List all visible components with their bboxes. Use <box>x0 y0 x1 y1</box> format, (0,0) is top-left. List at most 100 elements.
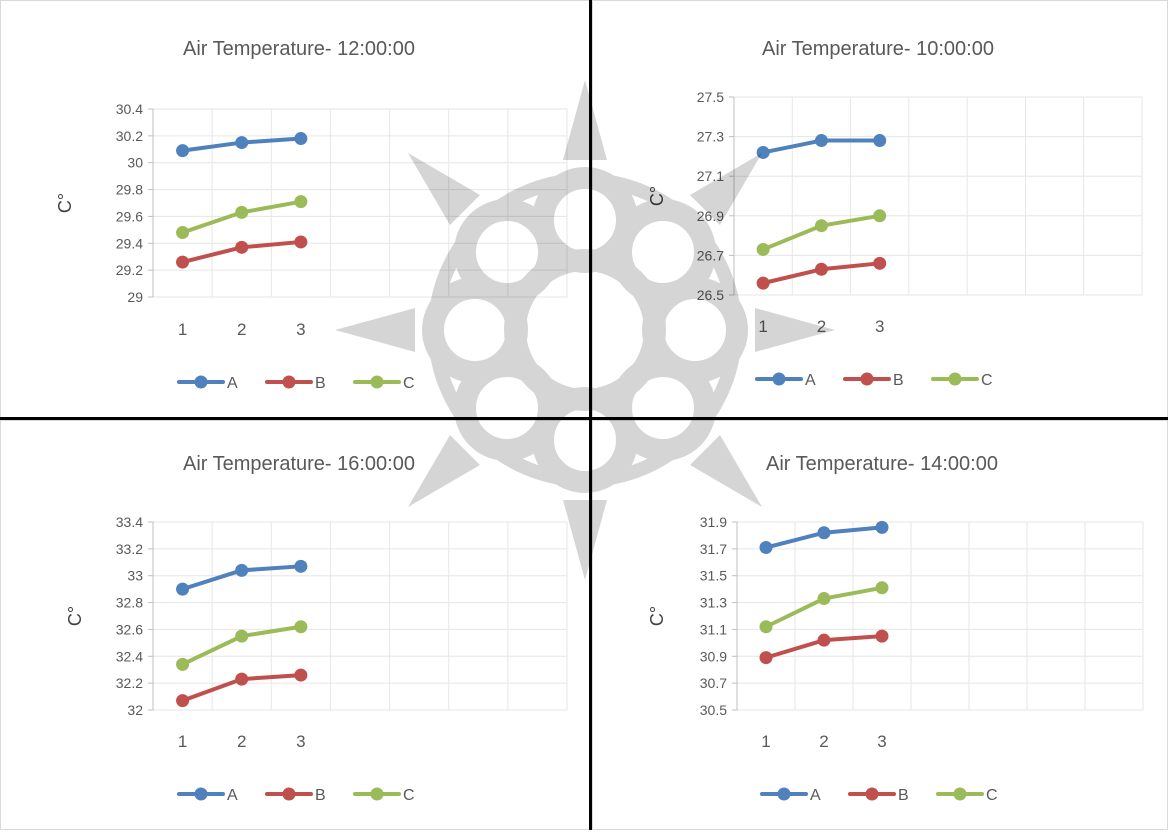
legend-label-c: C <box>403 787 415 804</box>
x-tick-label: 1 <box>178 732 187 751</box>
data-point-b <box>176 694 190 708</box>
y-tick-label: 30.7 <box>700 675 727 691</box>
chart-svg-1200: 29 29.2 29.4 29.6 29.8 30 30.2 30.4 1 2 3 Air Tempe… <box>55 38 568 392</box>
chart-svg-1400: 30.5 30.7 30.9 31.1 31.3 31.5 31.7 31.9 1 2 3 Air T… <box>647 453 1144 804</box>
y-tick-label: 30.4 <box>116 101 143 117</box>
legend-label-b: B <box>898 787 909 804</box>
legend-label-c: C <box>981 372 993 389</box>
legend-label-a: A <box>810 787 821 804</box>
legend-marker-b <box>282 787 296 801</box>
legend-label-b: B <box>893 372 904 389</box>
x-tick-label: 3 <box>877 732 886 751</box>
y-tick-label: 32.4 <box>116 648 143 664</box>
y-tick-label: 29 <box>127 289 143 305</box>
y-tick-label: 30.2 <box>116 128 143 144</box>
x-tick-label: 1 <box>178 320 187 339</box>
legend-label-a: A <box>227 375 238 392</box>
x-tick-label: 3 <box>296 320 305 339</box>
data-point-a <box>176 582 190 596</box>
chart-group: 32 32.2 32.4 32.6 32.8 33 33.2 33.4 1 2 3 Air Tempe… <box>65 453 568 804</box>
legend-label-b: B <box>315 787 326 804</box>
x-tick-label: 2 <box>819 732 828 751</box>
legend-marker-a <box>194 787 208 801</box>
y-axis-label: C° <box>65 606 85 626</box>
data-point-b <box>294 668 308 682</box>
y-tick-label: 30 <box>127 155 143 171</box>
data-point-b <box>294 235 308 249</box>
legend-label-c: C <box>986 787 998 804</box>
data-point-c <box>176 657 190 671</box>
legend-label-b: B <box>315 375 326 392</box>
vertical-divider <box>589 0 592 830</box>
data-point-b <box>235 672 249 686</box>
legend-label-c: C <box>403 375 415 392</box>
chart-panel-1400: 30.5 30.7 30.9 31.1 31.3 31.5 31.7 31.9 1 2 3 Air T… <box>592 420 1168 830</box>
data-point-c <box>817 592 831 606</box>
data-point-a <box>873 134 887 148</box>
y-tick-label: 26.5 <box>697 287 724 303</box>
legend-marker-b <box>860 372 874 386</box>
data-point-c <box>873 209 887 223</box>
y-tick-label: 27.5 <box>697 89 724 105</box>
data-point-a <box>814 134 828 148</box>
chart-title: Air Temperature- 12:00:00 <box>183 38 415 60</box>
data-point-c <box>759 620 773 634</box>
y-axis-label: C° <box>647 186 667 206</box>
y-tick-label: 31.7 <box>700 541 727 557</box>
chart-title: Air Temperature- 16:00:00 <box>183 453 415 475</box>
data-point-c <box>176 226 190 240</box>
chart-group: 29 29.2 29.4 29.6 29.8 30 30.2 30.4 1 2 3 Air Tempe… <box>55 38 568 392</box>
data-point-c <box>294 620 308 634</box>
legend-marker-b <box>282 375 296 389</box>
y-tick-label: 29.2 <box>116 262 143 278</box>
y-tick-label: 31.1 <box>700 621 727 637</box>
legend-marker-c <box>370 375 384 389</box>
y-tick-label: 31.9 <box>700 514 727 530</box>
y-tick-label: 33.2 <box>116 541 143 557</box>
data-point-c <box>294 195 308 209</box>
data-point-a <box>176 144 190 158</box>
y-tick-label: 27.3 <box>697 129 724 145</box>
legend-marker-c <box>953 787 967 801</box>
y-tick-label: 32.2 <box>116 675 143 691</box>
y-axis-label: C° <box>55 193 75 213</box>
data-point-a <box>294 132 308 146</box>
data-point-c <box>814 219 828 233</box>
data-point-b <box>759 651 773 665</box>
x-tick-label: 2 <box>237 320 246 339</box>
horizontal-divider <box>0 417 1168 420</box>
data-point-a <box>817 526 831 540</box>
y-tick-label: 30.5 <box>700 702 727 718</box>
x-tick-label: 1 <box>761 732 770 751</box>
data-point-a <box>235 563 249 577</box>
chart-panel-1000: 26.5 26.7 26.9 27.1 27.3 27.5 1 2 3 Air Temperatu… <box>592 0 1168 418</box>
data-point-a <box>235 136 249 150</box>
legend-label-a: A <box>227 787 238 804</box>
x-tick-label: 2 <box>817 317 826 336</box>
legend-marker-c <box>370 787 384 801</box>
chart-group: 30.5 30.7 30.9 31.1 31.3 31.5 31.7 31.9 1 2 3 Air T… <box>647 453 1144 804</box>
data-point-c <box>235 629 249 643</box>
data-point-c <box>875 581 889 595</box>
y-tick-label: 26.9 <box>697 208 724 224</box>
y-tick-label: 30.9 <box>700 648 727 664</box>
y-tick-label: 31.3 <box>700 595 727 611</box>
legend-marker-c <box>948 372 962 386</box>
data-point-b <box>235 240 249 254</box>
chart-panel-1600: 32 32.2 32.4 32.6 32.8 33 33.2 33.4 1 2 3 Air Tempe… <box>0 420 590 830</box>
y-tick-label: 26.7 <box>697 247 724 263</box>
chart-title: Air Temperature- 14:00:00 <box>766 453 998 475</box>
y-tick-label: 27.1 <box>697 168 724 184</box>
data-point-a <box>756 145 770 159</box>
legend-marker-a <box>772 372 786 386</box>
x-tick-label: 2 <box>237 732 246 751</box>
data-point-a <box>294 559 308 573</box>
y-tick-label: 29.4 <box>116 235 143 251</box>
chart-svg-1000: 26.5 26.7 26.9 27.1 27.3 27.5 1 2 3 Air Temperatu… <box>647 38 1143 389</box>
data-point-a <box>875 520 889 534</box>
chart-title: Air Temperature- 10:00:00 <box>762 38 994 60</box>
data-point-b <box>756 276 770 290</box>
data-point-b <box>817 633 831 647</box>
y-tick-label: 33 <box>127 568 143 584</box>
legend-marker-a <box>194 375 208 389</box>
